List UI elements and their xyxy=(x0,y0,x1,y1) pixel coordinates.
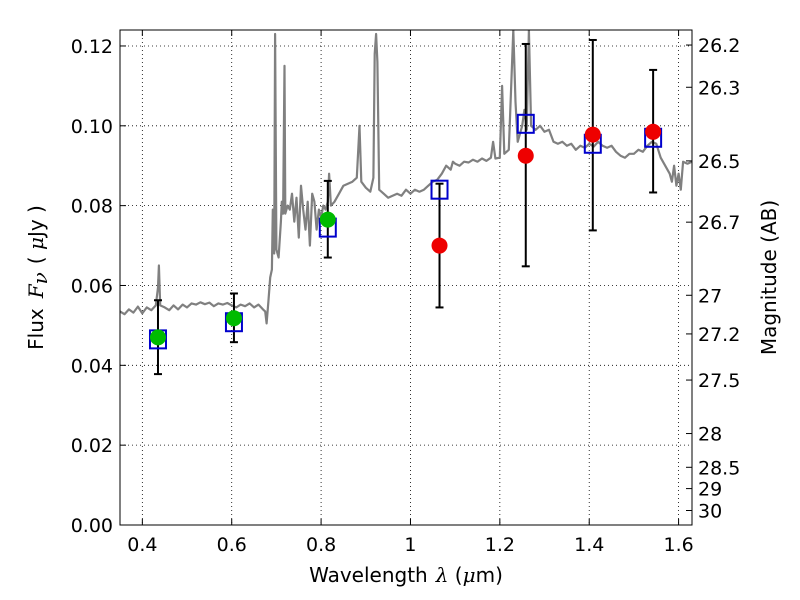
y-axis-label-prefix: Flux xyxy=(24,308,48,350)
y-axis-label-symbol: F xyxy=(24,283,48,299)
y-axis-label-subscript: ν xyxy=(28,272,52,284)
x-axis-label: Wavelength λ (μm) xyxy=(309,563,503,587)
y2-tick-label: 27 xyxy=(698,285,722,307)
y2-tick-label: 29 xyxy=(698,479,722,501)
observed-point-red xyxy=(517,147,534,164)
y-tick-label: 0.00 xyxy=(71,515,113,537)
y2-tick-label: 26.2 xyxy=(698,35,740,57)
y2-tick-label: 28 xyxy=(698,424,722,446)
y2-tick-label: 26.7 xyxy=(698,212,740,234)
observed-point-green xyxy=(149,329,166,346)
y2-tick-label: 27.2 xyxy=(698,324,740,346)
y2-tick-label: 27.5 xyxy=(698,370,740,392)
model-square xyxy=(516,113,535,134)
observed-points xyxy=(149,123,662,346)
y-tick-label: 0.08 xyxy=(71,196,113,218)
y2-tick-label: 30 xyxy=(698,501,722,523)
x-tick-label: 0.4 xyxy=(127,534,157,556)
plot-frame xyxy=(119,29,693,526)
y-tick-label: 0.02 xyxy=(71,435,113,457)
observed-point-red xyxy=(584,126,601,143)
y-tick-label: 0.10 xyxy=(71,116,113,138)
x-tick-label: 0.8 xyxy=(306,534,336,556)
observed-point-red xyxy=(431,237,448,254)
y-tick-label: 0.06 xyxy=(71,275,113,297)
plot-area xyxy=(120,30,692,376)
y-axis-label-unit-open: ( xyxy=(24,250,48,264)
observed-point-green xyxy=(225,310,242,327)
x-axis-label-unit-open: ( xyxy=(448,563,462,587)
model-square xyxy=(430,179,449,200)
x-tick-label: 0.6 xyxy=(217,534,247,556)
y2-tick-label: 26.5 xyxy=(698,151,740,173)
ticks xyxy=(120,30,692,526)
observed-point-green xyxy=(319,211,336,228)
x-axis-label-unit-mu: μ xyxy=(463,563,476,587)
x-tick-label: 1.2 xyxy=(485,534,515,556)
y-axis-label-unit-rest: Jy ) xyxy=(24,205,48,239)
y-tick-label: 0.04 xyxy=(71,355,113,377)
y2-tick-label: 26.3 xyxy=(698,77,740,99)
x-axis-label-prefix: Wavelength xyxy=(309,563,428,587)
x-tick-label: 1.4 xyxy=(574,534,604,556)
x-axis-label-symbol: λ xyxy=(435,563,449,587)
y-tick-label: 0.12 xyxy=(71,36,113,58)
y-axis-label-unit-mu: μ xyxy=(24,237,48,250)
y2-tick-label: 28.5 xyxy=(698,457,740,479)
observed-point-red xyxy=(645,123,662,140)
x-axis-label-unit-rest: m) xyxy=(476,563,503,587)
x-tick-labels: 0.4 0.6 0.8 1 1.2 1.4 1.6 xyxy=(127,534,693,556)
x-tick-label: 1 xyxy=(404,534,416,556)
y2-axis-label: Magnitude (AB) xyxy=(757,200,781,355)
y-tick-labels: 0.00 0.02 0.04 0.06 0.08 0.10 0.12 xyxy=(71,36,113,537)
y-axis-label: Flux Fν ( μJy ) xyxy=(24,205,52,350)
x-tick-label: 1.6 xyxy=(663,534,693,556)
